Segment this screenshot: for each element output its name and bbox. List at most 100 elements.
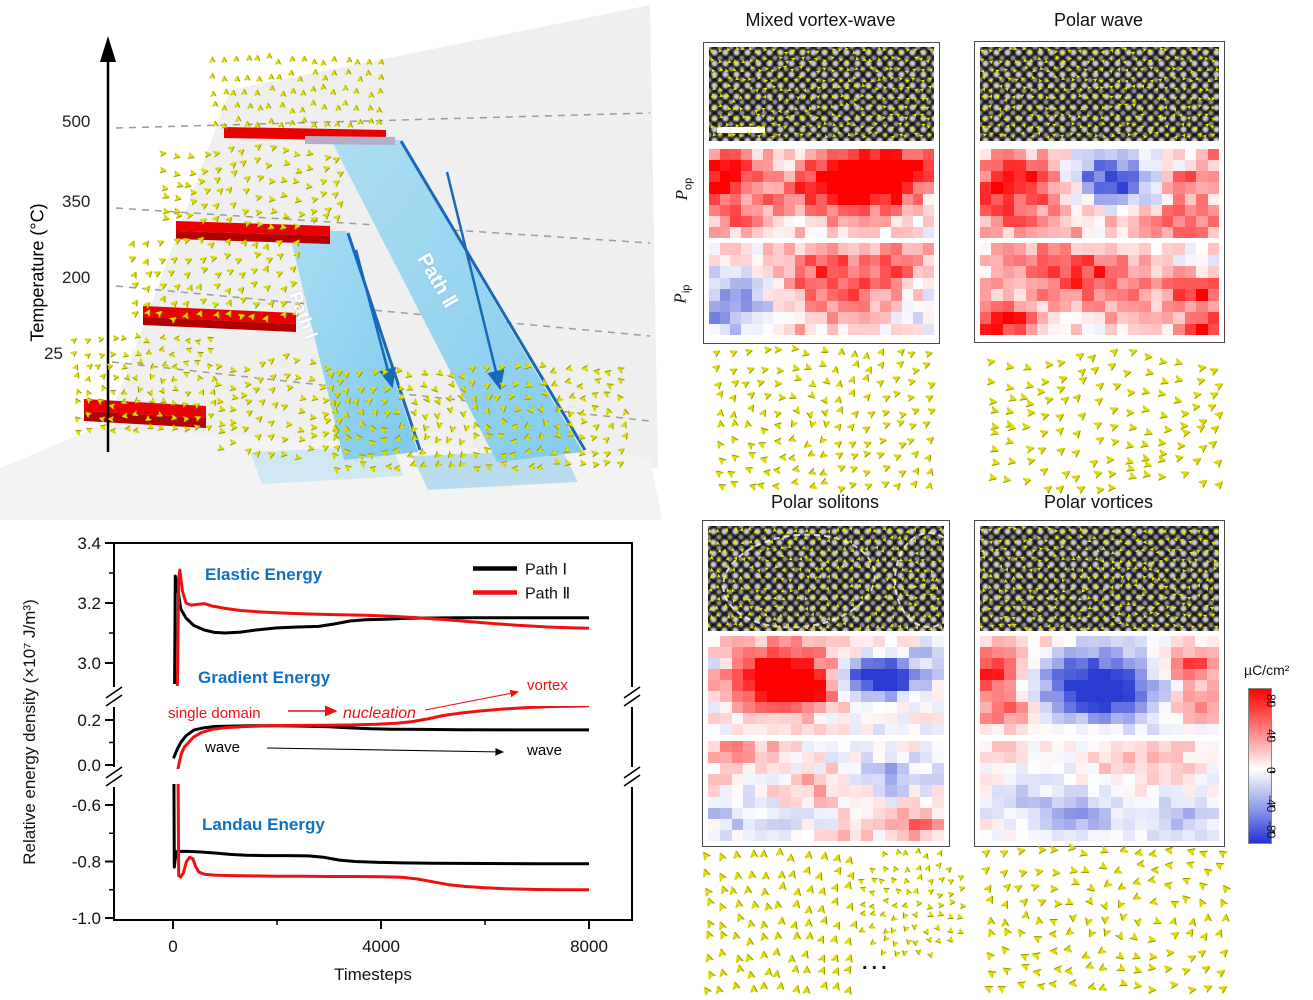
- heatmap-cell: [869, 182, 881, 194]
- polarization-arrow: ➤: [218, 75, 229, 84]
- heatmap-cell: [1014, 289, 1026, 301]
- polarization-arrow: ➤: [1029, 93, 1038, 102]
- heatmap-cell: [932, 691, 944, 702]
- heatmap-cell: [1015, 647, 1028, 658]
- polarization-arrow: ➤: [1202, 623, 1211, 631]
- heatmap-cell: [1139, 243, 1151, 255]
- heatmap-cell: [1099, 658, 1112, 669]
- polarization-arrow: ➤: [1022, 543, 1029, 552]
- heatmap-cell: [1014, 323, 1026, 335]
- polarization-arrow: ➤: [799, 985, 814, 996]
- heatmap-cell: [1099, 774, 1111, 785]
- polarization-arrow: ➤: [759, 362, 770, 376]
- heatmap-cell: [1171, 713, 1183, 724]
- polarization-arrow: ➤: [1112, 928, 1129, 944]
- heatmap-cell: [980, 204, 992, 216]
- heatmap-cell: [784, 149, 795, 161]
- heatmap-cell: [730, 171, 742, 183]
- heatmap-cell: [1127, 254, 1140, 266]
- heatmap-cell: [920, 797, 932, 808]
- polarization-arrow: ➤: [1078, 605, 1086, 613]
- heatmap-cell: [1127, 226, 1140, 238]
- polarization-arrow: ➤: [522, 360, 532, 373]
- polarization-arrow: ➤: [729, 547, 737, 553]
- polarization-arrow: ➤: [204, 333, 215, 345]
- heatmap-cell: [980, 669, 992, 680]
- polarization-arrow: ➤: [510, 463, 518, 474]
- arrow-field-500: ➤ ➤ ➤ ➤ ➤ ➤ ➤ ➤ ➤ ➤ ➤ ➤ ➤ ➤ ➤ ➤ ➤ ➤ ➤ ➤ ➤ ➤ ➤ ➤ ➤ ➤ ➤ ➤ ➤ ➤ ➤ ➤ ➤ ➤ ➤ ➤ ➤ ➤ ➤ ➤…: [206, 52, 386, 130]
- polarization-arrow: ➤: [996, 843, 1011, 860]
- polarization-arrow: ➤: [1093, 123, 1100, 131]
- heatmap-cell: [1015, 658, 1028, 669]
- heatmap-cell: [896, 647, 909, 658]
- polarization-arrow: ➤: [180, 398, 189, 409]
- polarization-arrow: ➤: [758, 871, 772, 881]
- heatmap-cell: [719, 160, 731, 172]
- chart-annotation: Landau Energy: [202, 815, 325, 834]
- heatmap-cell: [1002, 160, 1015, 172]
- polarization-arrow: ➤: [1196, 102, 1203, 111]
- polarization-arrow: ➤: [913, 602, 918, 610]
- polarization-arrow: ➤: [286, 55, 296, 63]
- heatmap-cell: [805, 312, 817, 324]
- heatmap-cell: [1036, 312, 1049, 324]
- polarization-arrow: ➤: [762, 611, 770, 617]
- polarization-arrow: ➤: [786, 614, 794, 620]
- polarization-arrow: ➤: [1100, 537, 1108, 547]
- heatmap-cell: [755, 636, 767, 647]
- polarization-arrow: ➤: [1148, 574, 1157, 582]
- polarization-arrow: ➤: [1038, 545, 1044, 553]
- heatmap-cell: [719, 796, 732, 808]
- heatmap-cell: [880, 243, 892, 255]
- polarization-arrow: ➤: [808, 122, 815, 130]
- heatmap-cell: [762, 149, 774, 161]
- heatmap-cell: [1183, 741, 1196, 753]
- heatmap-cell: [920, 818, 933, 830]
- polarization-arrow: ➤: [276, 101, 286, 109]
- polarization-arrow: ➤: [844, 102, 851, 110]
- heatmap-cell: [1123, 724, 1136, 735]
- polarization-arrow: ➤: [835, 460, 849, 475]
- heatmap-cell: [1135, 647, 1148, 658]
- heatmap-cell: [731, 741, 744, 753]
- heatmap-cell: [1147, 797, 1159, 808]
- polarization-arrow: ➤: [446, 424, 459, 434]
- heatmap-cell: [1139, 204, 1151, 216]
- heatmap-cell: [1015, 724, 1028, 735]
- heatmap-cell: [1135, 774, 1148, 786]
- polarization-arrow: ➤: [419, 431, 433, 444]
- heatmap-cell: [891, 312, 902, 324]
- polarization-arrow: ➤: [783, 853, 798, 864]
- polarization-arrow: ➤: [745, 94, 753, 100]
- polarization-arrow: ➤: [1066, 55, 1074, 64]
- polarization-arrow: ➤: [1002, 66, 1010, 75]
- polarization-arrow: ➤: [282, 157, 293, 170]
- heatmap-cell: [980, 724, 992, 735]
- heatmap-cell: [719, 763, 732, 775]
- heatmap-cell: [859, 160, 870, 172]
- polarization-arrow: ➤: [308, 356, 319, 369]
- polarization-arrow: ➤: [1081, 48, 1090, 57]
- heatmap-cell: [1003, 796, 1016, 808]
- heatmap-cell: [1015, 702, 1028, 713]
- polarization-arrow: ➤: [1209, 537, 1217, 547]
- heatmap-cell: [1059, 204, 1072, 216]
- polarization-arrow: ➤: [1060, 76, 1067, 84]
- polarization-arrow: ➤: [1131, 121, 1138, 129]
- heatmap-cell: [708, 752, 720, 764]
- polarization-arrow: ➤: [216, 442, 227, 455]
- polarization-arrow: ➤: [778, 576, 785, 582]
- heatmap-cell: [991, 680, 1004, 691]
- polarization-arrow: ➤: [191, 399, 203, 411]
- heatmap-cell: [1105, 266, 1117, 278]
- heatmap-cell: [709, 160, 720, 172]
- polarization-arrow: ➤: [1115, 610, 1123, 619]
- heatmap-cell: [802, 702, 815, 713]
- heatmap-cell: [816, 204, 827, 216]
- heatmap-cell: [1039, 818, 1052, 830]
- heatmap-cell: [1147, 741, 1160, 753]
- polarization-arrow: ➤: [985, 354, 997, 370]
- polarization-arrow: ➤: [273, 266, 285, 279]
- heatmap-cell: [790, 691, 803, 702]
- polarization-arrow: ➤: [1163, 131, 1172, 140]
